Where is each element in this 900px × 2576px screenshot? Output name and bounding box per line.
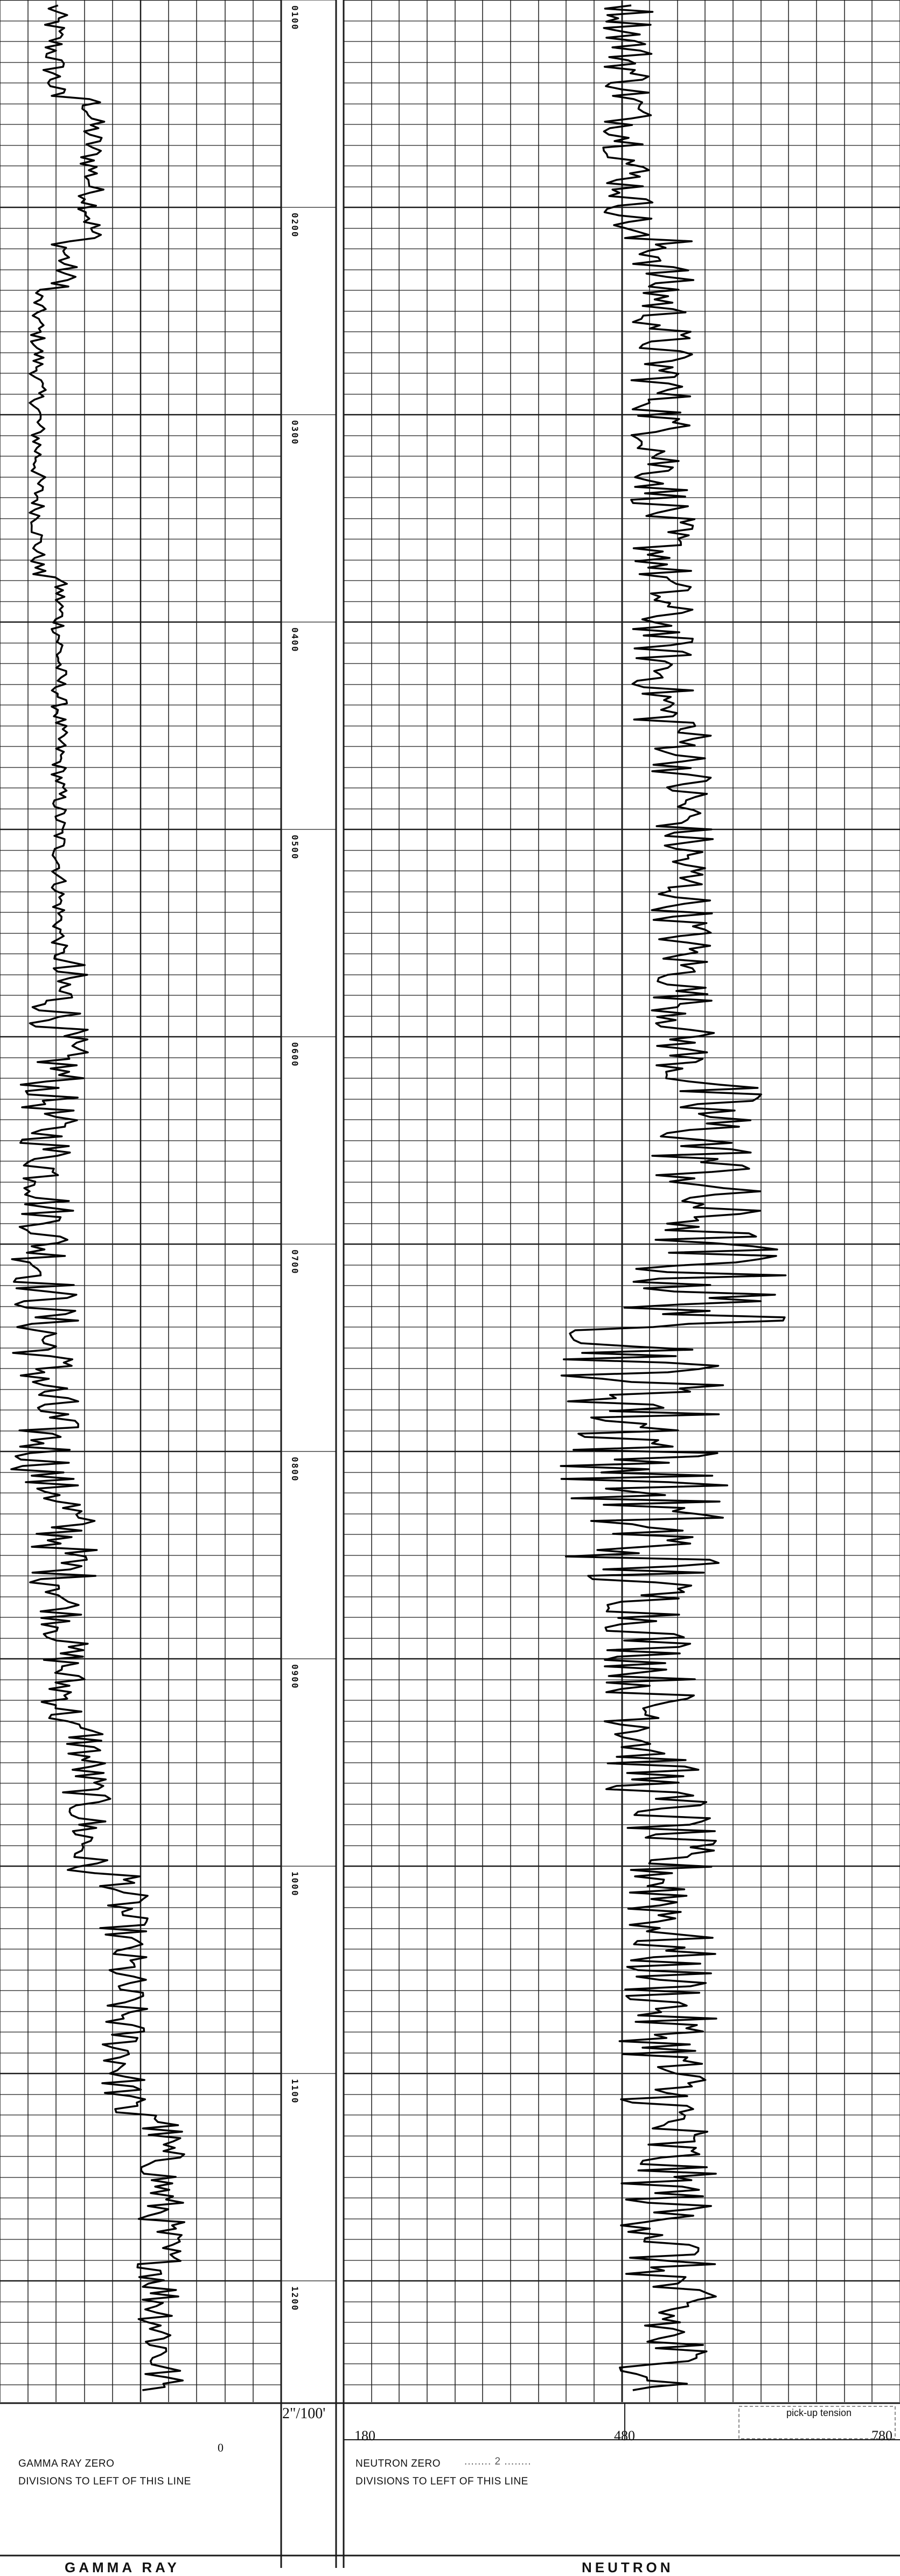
depth-label: 0900 bbox=[290, 1664, 300, 1690]
depth-label: 0400 bbox=[290, 627, 300, 653]
depth-label: 1200 bbox=[290, 2286, 300, 2312]
gamma-ray-curve bbox=[10, 4, 186, 2391]
gamma-ray-zero-label: GAMMA RAY ZERO bbox=[18, 2458, 115, 2469]
gamma-divisions-label: DIVISIONS TO LEFT OF THIS LINE bbox=[18, 2476, 191, 2487]
depth-label: 0800 bbox=[290, 1457, 300, 1482]
depth-label: 1000 bbox=[290, 1872, 300, 1897]
depth-label: 0600 bbox=[290, 1042, 300, 1067]
pickup-tension-box bbox=[738, 2406, 896, 2439]
neutron-scale-mid: 480 bbox=[614, 2428, 635, 2444]
depth-scale-label: 2"/100' bbox=[282, 2405, 326, 2422]
neutron-zero-value: ........ 2 ........ bbox=[464, 2456, 532, 2467]
depth-label: 1100 bbox=[290, 2079, 300, 2104]
pickup-tension-label: pick-up tension bbox=[786, 2407, 852, 2418]
neutron-zero-label: NEUTRON ZERO bbox=[355, 2458, 441, 2469]
gamma-ray-zero-value: 0 bbox=[218, 2441, 224, 2454]
neutron-scale-left: 180 bbox=[354, 2428, 375, 2444]
depth-label: 0500 bbox=[290, 835, 300, 860]
depth-label: 0300 bbox=[290, 420, 300, 445]
depth-label: 0200 bbox=[290, 213, 300, 238]
neutron-curve bbox=[560, 4, 787, 2391]
depth-label: 0100 bbox=[290, 5, 300, 31]
neutron-scale-right: 780 bbox=[871, 2428, 892, 2444]
neutron-divisions-label: DIVISIONS TO LEFT OF THIS LINE bbox=[355, 2476, 528, 2487]
depth-label: 0700 bbox=[290, 1249, 300, 1275]
